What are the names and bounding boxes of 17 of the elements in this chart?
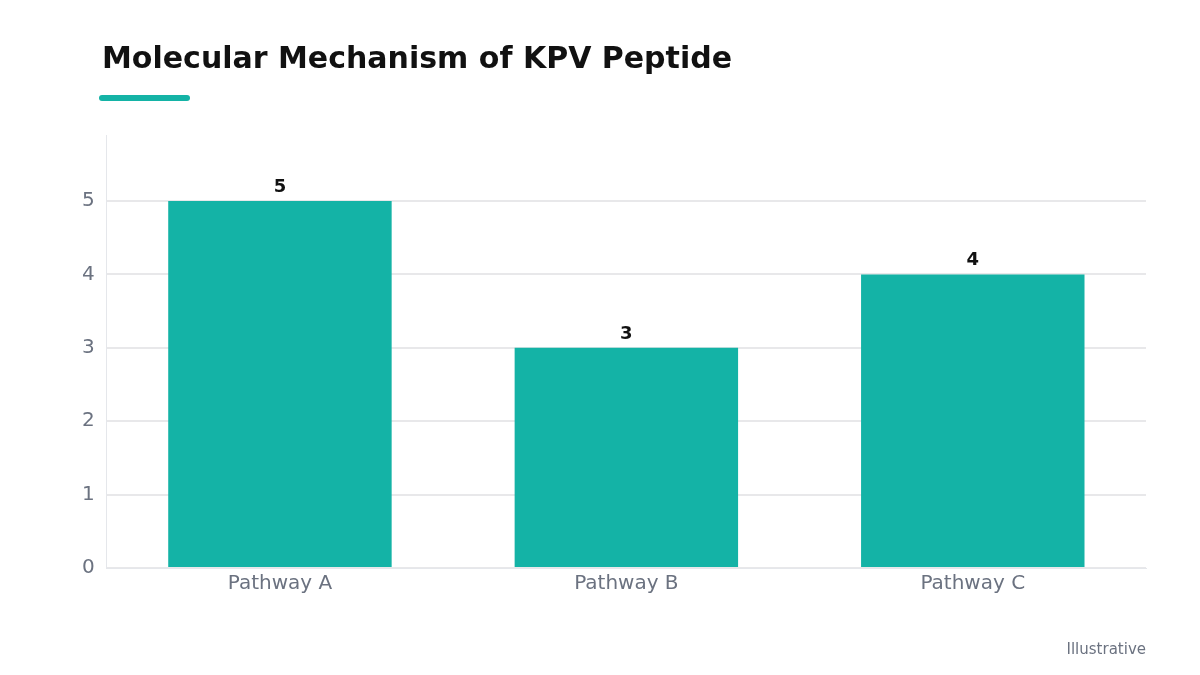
bar xyxy=(514,347,739,567)
y-tick-label: 3 xyxy=(81,334,95,359)
data-label: 3 xyxy=(620,321,633,343)
y-tick-label: 4 xyxy=(81,260,95,285)
bar xyxy=(168,201,392,567)
x-tick-label: Pathway B xyxy=(574,570,679,595)
y-tick-label: 5 xyxy=(81,187,95,212)
bar xyxy=(861,274,1085,567)
chart-title: Molecular Mechanism of KPV Peptide xyxy=(102,40,733,75)
data-label: 4 xyxy=(966,248,980,270)
y-tick-label: 0 xyxy=(81,554,95,579)
y-tick-label: 2 xyxy=(81,407,95,432)
x-tick-label: Pathway C xyxy=(920,570,1026,595)
data-label: 5 xyxy=(273,174,287,196)
text: Illustrative xyxy=(1066,640,1146,658)
x-tick-label: Pathway A xyxy=(227,570,333,595)
y-tick-label: 1 xyxy=(81,480,95,505)
